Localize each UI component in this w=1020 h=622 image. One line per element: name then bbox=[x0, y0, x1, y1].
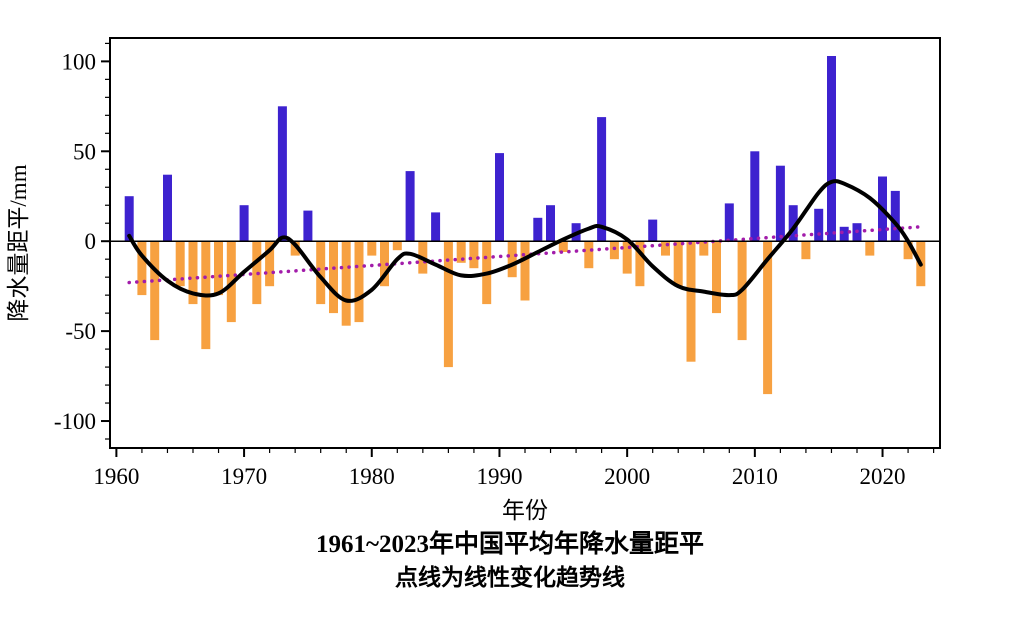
bar-1970 bbox=[239, 205, 249, 242]
y-axis-label: 降水量距平/mm bbox=[6, 164, 31, 321]
bar-2015 bbox=[814, 208, 824, 242]
bar-1964 bbox=[163, 174, 172, 242]
x-tick-label: 2010 bbox=[732, 464, 778, 489]
bar-2022 bbox=[903, 241, 913, 260]
bar-1999 bbox=[609, 241, 619, 260]
bar-2011 bbox=[763, 241, 773, 395]
figure-caption: 1961~2023年中国平均年降水量距平 点线为线性变化趋势线 bbox=[0, 528, 1020, 593]
x-tick-label: 2000 bbox=[604, 464, 650, 489]
bar-2004 bbox=[673, 241, 683, 287]
bar-1962 bbox=[137, 241, 147, 296]
bar-1965 bbox=[175, 241, 185, 287]
bar-2001 bbox=[635, 241, 645, 287]
x-tick-label: 1990 bbox=[476, 464, 522, 489]
bar-1993 bbox=[533, 217, 543, 242]
bar-1981 bbox=[380, 241, 389, 287]
bar-2014 bbox=[801, 241, 811, 260]
bar-1986 bbox=[443, 241, 453, 368]
bar-1972 bbox=[265, 241, 275, 287]
bar-1995 bbox=[558, 241, 568, 252]
bar-1994 bbox=[546, 205, 555, 242]
bar-1961 bbox=[124, 196, 134, 242]
bar-1979 bbox=[354, 241, 364, 323]
y-tick-label: -100 bbox=[54, 409, 96, 434]
bar-2012 bbox=[775, 165, 785, 242]
x-axis-label: 年份 bbox=[502, 498, 548, 523]
bar-2013 bbox=[788, 205, 798, 242]
bar-1998 bbox=[597, 117, 607, 242]
chart-title: 1961~2023年中国平均年降水量距平 bbox=[315, 531, 704, 558]
bar-1968 bbox=[214, 241, 223, 296]
bar-2003 bbox=[661, 241, 670, 256]
bar-1982 bbox=[392, 241, 402, 251]
bar-1983 bbox=[405, 171, 415, 242]
bar-1966 bbox=[188, 241, 198, 305]
bar-1987 bbox=[456, 241, 466, 263]
x-tick-label: 1970 bbox=[221, 464, 267, 489]
bar-2000 bbox=[622, 241, 632, 274]
bar-2008 bbox=[724, 203, 734, 242]
bar-1997 bbox=[584, 241, 594, 269]
x-tick-label: 1980 bbox=[349, 464, 395, 489]
bar-1975 bbox=[303, 210, 313, 242]
x-tick-label: 1960 bbox=[93, 464, 139, 489]
bar-1991 bbox=[507, 241, 517, 278]
bar-2002 bbox=[648, 219, 658, 242]
bar-1977 bbox=[329, 241, 338, 314]
bar-1990 bbox=[495, 153, 504, 242]
bar-1973 bbox=[277, 106, 287, 242]
bar-2007 bbox=[712, 241, 721, 314]
bar-1985 bbox=[431, 212, 441, 242]
y-tick-label: -50 bbox=[65, 319, 96, 344]
x-tick-label: 2020 bbox=[860, 464, 906, 489]
bar-2005 bbox=[686, 241, 696, 362]
bar-2019 bbox=[865, 241, 875, 256]
y-tick-label: 100 bbox=[62, 49, 97, 74]
bar-1980 bbox=[367, 241, 377, 256]
bar-1976 bbox=[316, 241, 326, 305]
bar-1988 bbox=[469, 241, 479, 269]
y-tick-label: 0 bbox=[85, 229, 97, 254]
bar-2021 bbox=[890, 190, 900, 242]
y-tick-label: 50 bbox=[73, 139, 96, 164]
bar-2006 bbox=[699, 241, 709, 256]
precipitation-anomaly-chart: -100 -50 0 50 100 1960 1970 1980 1990 2000 2010 202… bbox=[6, 37, 941, 523]
bar-1963 bbox=[150, 241, 160, 341]
smooth-curve bbox=[127, 179, 923, 303]
chart-subtitle: 点线为线性变化趋势线 bbox=[395, 564, 625, 590]
bar-2016 bbox=[827, 56, 836, 242]
bar-1974 bbox=[290, 241, 300, 256]
bar-2010 bbox=[750, 151, 760, 242]
bar-1992 bbox=[520, 241, 530, 301]
bar-1978 bbox=[341, 241, 351, 326]
bar-2017 bbox=[839, 226, 849, 242]
